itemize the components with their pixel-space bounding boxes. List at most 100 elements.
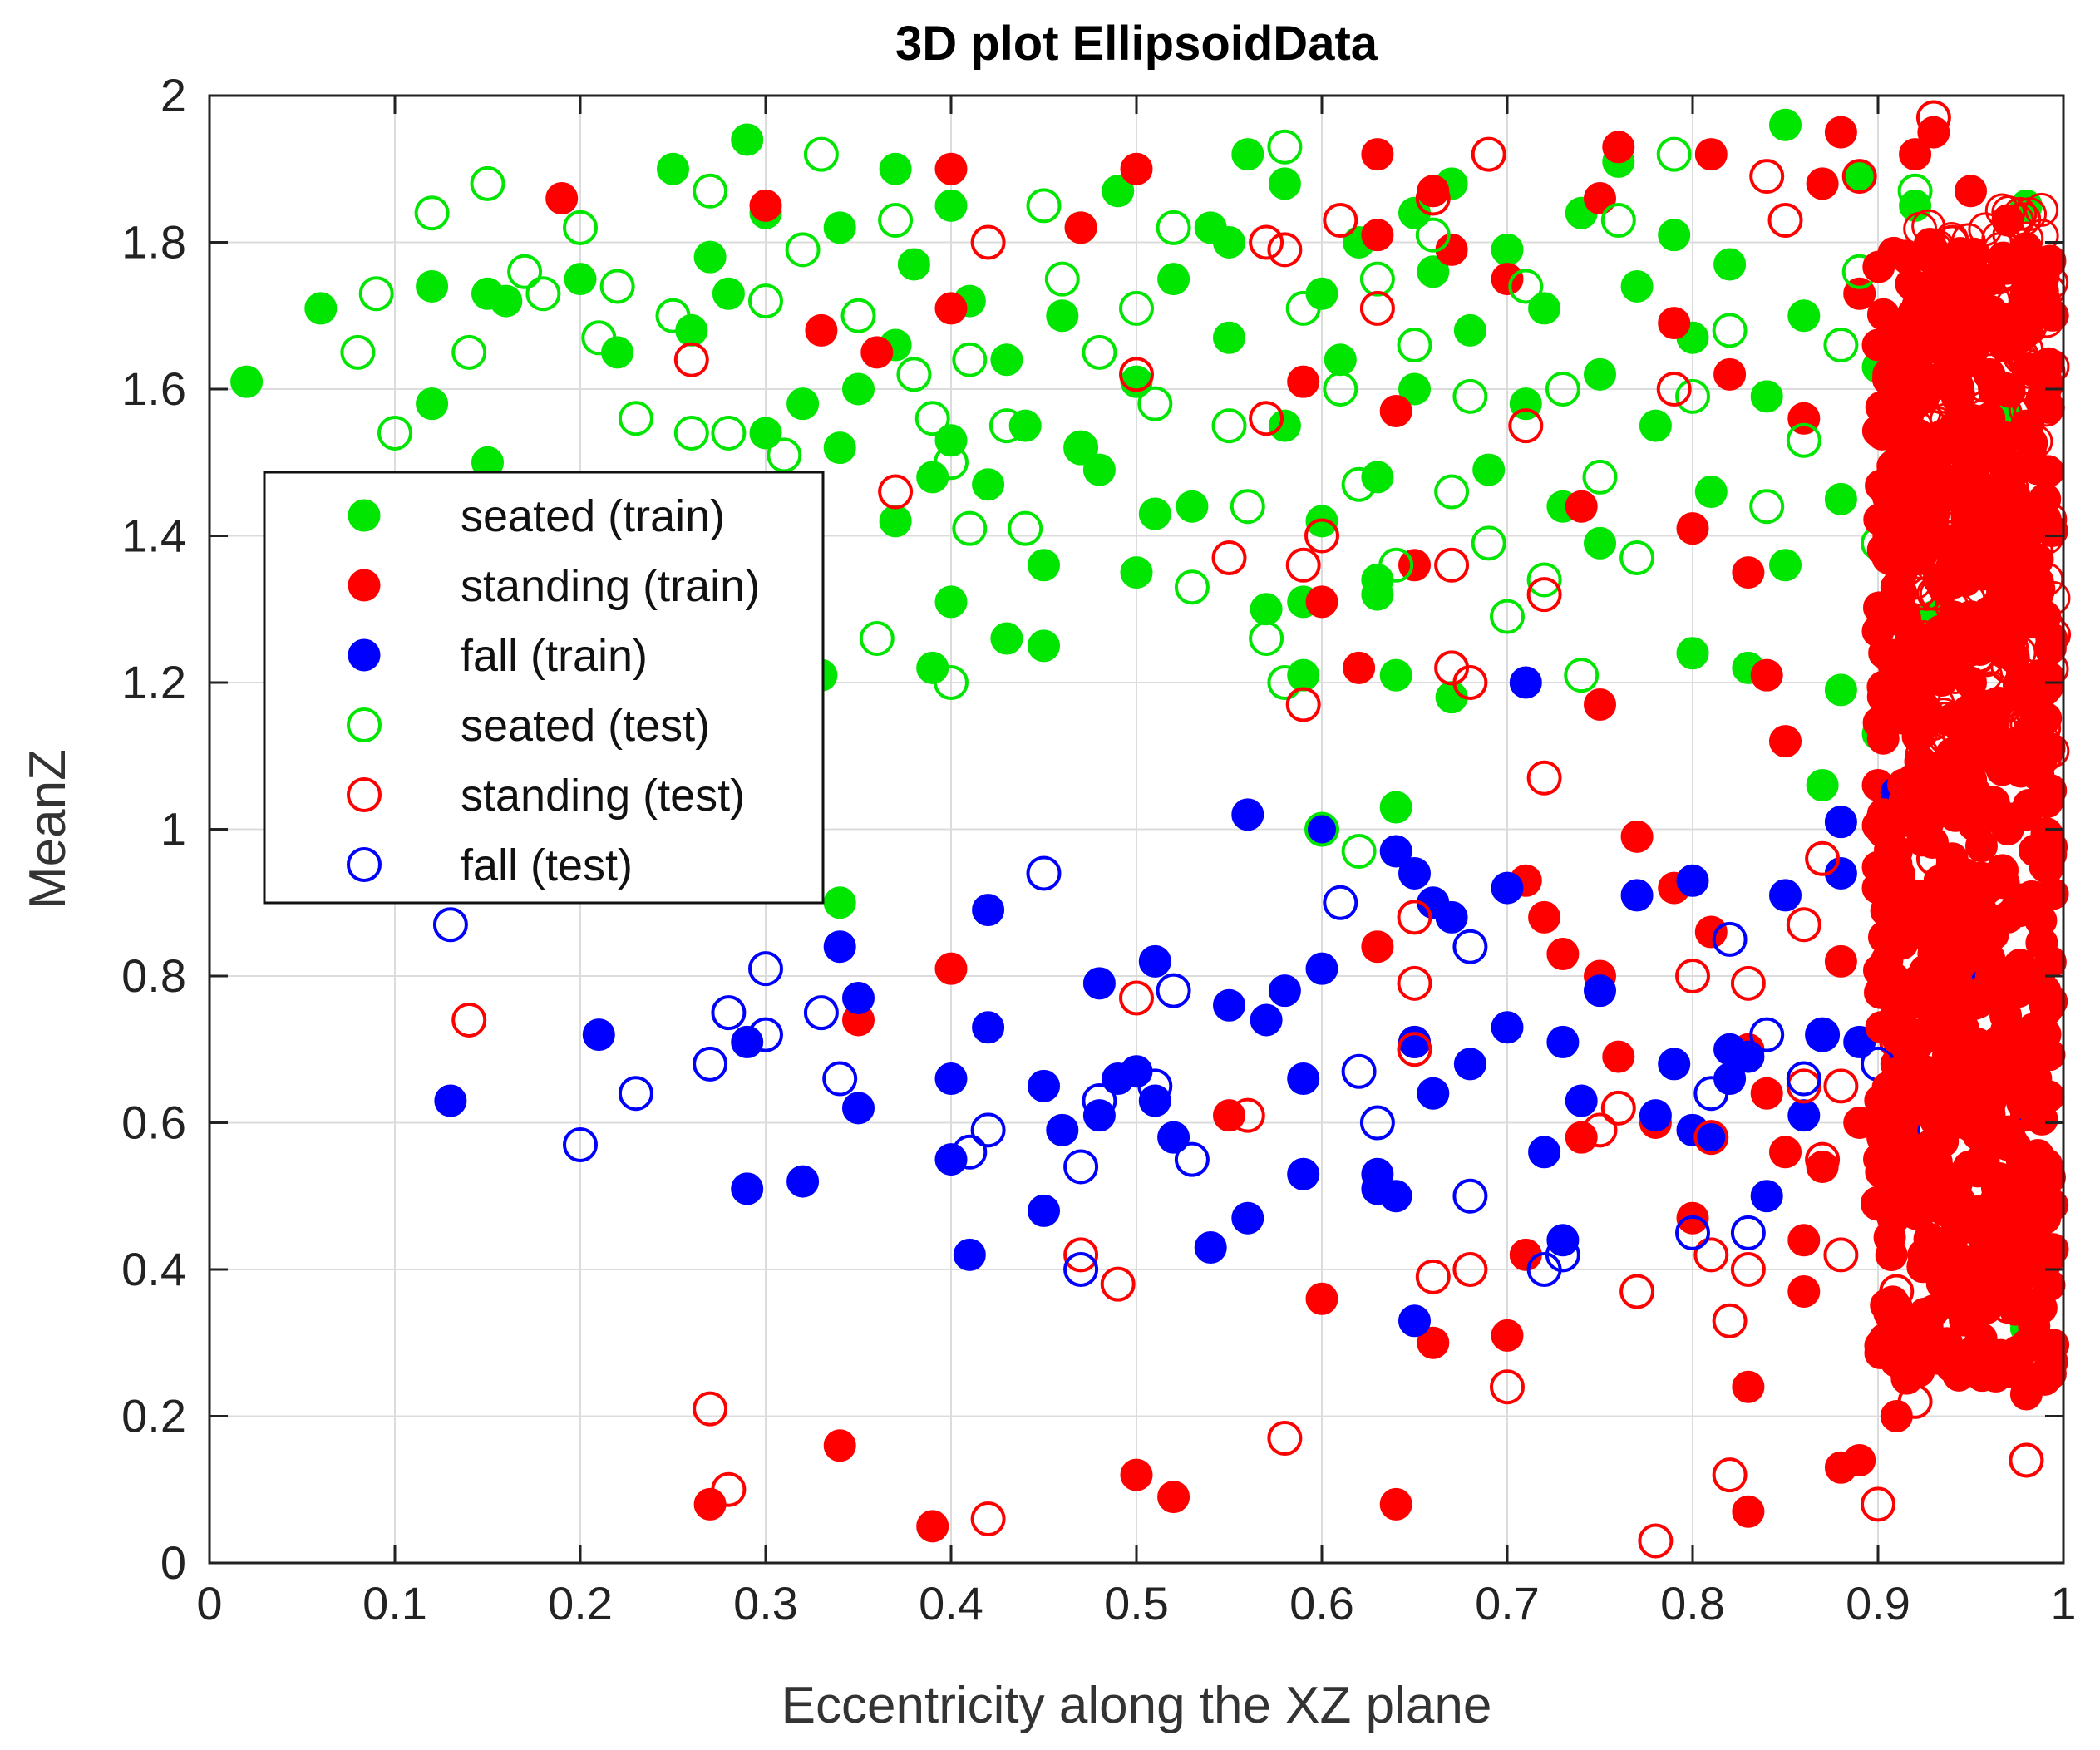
point-standing-train xyxy=(1379,1487,1412,1521)
point-standing-train xyxy=(1861,414,1895,447)
point-seated-train xyxy=(990,343,1023,377)
point-seated-train xyxy=(1082,453,1116,486)
point-standing-test xyxy=(1974,482,2009,517)
point-standing-test xyxy=(1955,283,1990,318)
point-standing-test xyxy=(1323,203,1358,239)
point-standing-test xyxy=(1905,664,1940,699)
point-fall-test xyxy=(952,1134,988,1170)
point-seated-test xyxy=(1359,261,1395,297)
point-standing-train xyxy=(934,152,968,185)
point-seated-train xyxy=(1361,578,1394,611)
point-fall-test xyxy=(432,907,468,943)
point-standing-test xyxy=(1749,159,1785,195)
point-seated-test xyxy=(1582,459,1618,495)
point-seated-train xyxy=(564,263,597,296)
point-standing-test xyxy=(1712,1303,1748,1338)
point-standing-train xyxy=(860,336,894,369)
point-standing-test xyxy=(1968,212,2003,247)
point-fall-train xyxy=(1287,1157,1320,1190)
point-seated-train xyxy=(1120,556,1153,589)
point-seated-train xyxy=(1120,365,1153,398)
point-seated-train xyxy=(1102,175,1135,208)
point-standing-test xyxy=(1983,688,2018,722)
point-standing-test xyxy=(2012,519,2047,554)
point-seated-train xyxy=(1417,255,1450,288)
point-standing-test xyxy=(1397,965,1432,1001)
point-fall-train xyxy=(1639,1099,1672,1132)
point-standing-test xyxy=(1931,489,1966,524)
y-tick-label: 1.2 xyxy=(121,656,186,708)
y-tick-label: 0.6 xyxy=(121,1097,186,1149)
point-standing-test xyxy=(878,474,914,510)
point-seated-train xyxy=(1584,526,1616,560)
point-standing-test xyxy=(1582,1112,1618,1148)
point-standing-train xyxy=(1922,915,1955,949)
point-standing-test xyxy=(1861,1486,1895,1522)
x-axis-label: Eccentricity along the XZ plane xyxy=(781,1677,1492,1734)
point-fall-train xyxy=(1620,879,1654,912)
point-standing-test xyxy=(1267,232,1303,268)
point-standing-test xyxy=(1969,643,2004,678)
point-standing-train xyxy=(1157,1481,1190,1514)
point-fall-test xyxy=(1359,1105,1395,1141)
point-fall-train xyxy=(1787,1099,1821,1132)
point-seated-train xyxy=(842,372,875,406)
y-tick-label: 0 xyxy=(160,1536,186,1589)
point-standing-train xyxy=(2030,786,2063,819)
point-standing-train xyxy=(1824,1451,1857,1484)
point-fall-test xyxy=(563,1126,598,1162)
point-standing-train xyxy=(1974,1241,2008,1274)
point-standing-test xyxy=(2013,397,2048,432)
point-standing-test xyxy=(2024,192,2059,227)
point-seated-train xyxy=(1453,313,1486,347)
y-tick-label: 1 xyxy=(160,803,186,855)
point-standing-test xyxy=(1900,576,1935,611)
point-fall-test xyxy=(803,995,839,1031)
point-fall-train xyxy=(1250,1003,1283,1037)
point-seated-train xyxy=(823,431,856,465)
point-fall-train xyxy=(1379,1180,1412,1213)
point-standing-train xyxy=(1886,927,1919,960)
point-standing-test xyxy=(1823,1068,1859,1104)
point-seated-test xyxy=(767,437,802,473)
point-seated-train xyxy=(1713,248,1747,281)
point-fall-test xyxy=(1805,1017,1841,1052)
point-standing-test xyxy=(1898,461,1933,495)
point-fall-train xyxy=(1268,974,1301,1008)
point-fall-train xyxy=(1750,1180,1783,1213)
point-seated-test xyxy=(988,408,1024,444)
point-seated-train xyxy=(1028,629,1060,663)
point-seated-test xyxy=(470,165,505,201)
point-standing-test xyxy=(1600,1090,1636,1126)
point-standing-test xyxy=(1841,159,1877,195)
point-standing-train xyxy=(1964,1322,1998,1355)
point-standing-train xyxy=(2025,926,2058,959)
point-seated-test xyxy=(673,415,709,451)
point-standing-test xyxy=(1805,1141,1841,1177)
point-seated-test xyxy=(1249,621,1284,657)
point-fall-train xyxy=(1824,806,1857,839)
point-fall-test xyxy=(1452,929,1488,964)
point-standing-test xyxy=(1933,351,1968,386)
point-standing-test xyxy=(1946,726,1981,761)
point-standing-train xyxy=(1870,1289,1903,1322)
point-standing-train xyxy=(1787,1224,1821,1257)
point-standing-test xyxy=(1656,372,1692,407)
point-seated-test xyxy=(1786,422,1821,458)
point-fall-train xyxy=(1028,1194,1060,1227)
point-standing-test xyxy=(1285,687,1321,722)
point-seated-train xyxy=(1231,138,1264,171)
point-standing-train xyxy=(1694,915,1728,949)
point-seated-train xyxy=(934,189,968,222)
point-standing-test xyxy=(2012,435,2047,470)
x-tick-label: 0.1 xyxy=(362,1577,427,1629)
point-standing-test xyxy=(1961,638,1996,673)
x-tick-label: 0 xyxy=(196,1577,222,1629)
point-seated-train xyxy=(1787,299,1821,333)
point-standing-test xyxy=(1975,550,2010,584)
point-seated-train xyxy=(749,417,782,450)
point-seated-test xyxy=(1063,430,1099,466)
point-standing-train xyxy=(1676,512,1709,545)
x-tick-label: 0.7 xyxy=(1475,1577,1540,1629)
point-standing-test xyxy=(1934,250,1969,285)
